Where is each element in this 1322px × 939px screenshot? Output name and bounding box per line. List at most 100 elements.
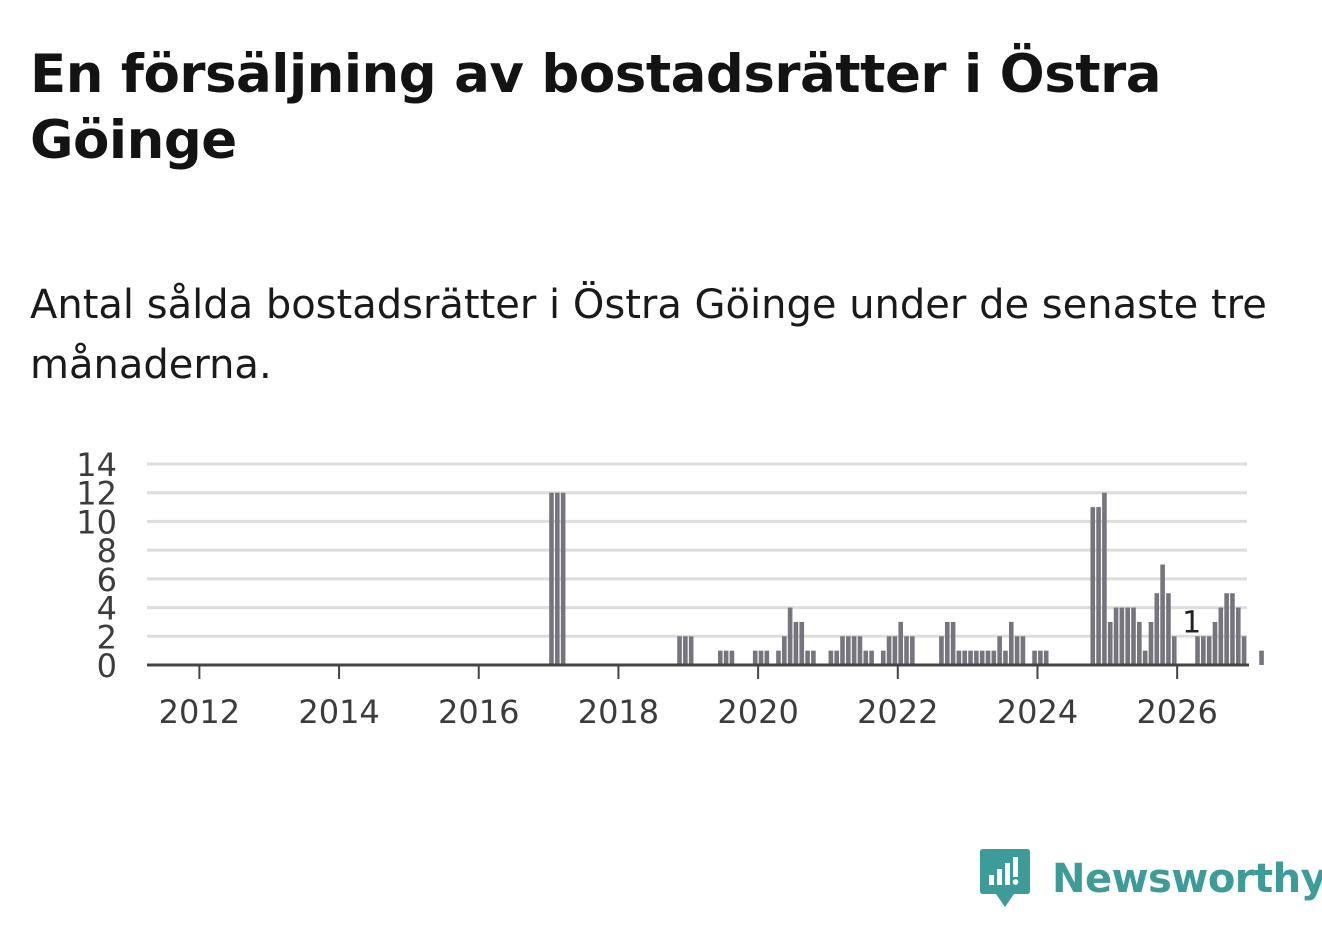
bar	[677, 636, 682, 665]
x-tick-label: 2024	[997, 693, 1078, 731]
bar	[1014, 636, 1020, 665]
bar	[805, 650, 810, 665]
x-tick-label: 2016	[438, 693, 519, 731]
bar	[886, 636, 892, 665]
bar	[1038, 650, 1043, 665]
y-tick-label: 4	[97, 590, 117, 628]
bar	[834, 650, 839, 665]
bar	[840, 636, 845, 665]
y-tick-label: 10	[76, 503, 117, 541]
bar	[956, 650, 962, 665]
bar	[828, 650, 834, 665]
bar	[1131, 607, 1136, 665]
bar	[1102, 492, 1107, 665]
bar	[1218, 607, 1224, 665]
chart-subtitle: Antal sålda bostadsrätter i Östra Göinge…	[30, 282, 1267, 388]
bar	[904, 636, 909, 665]
bar	[950, 621, 956, 665]
y-tick-label: 6	[97, 561, 117, 599]
bar	[1113, 607, 1119, 665]
bar	[1043, 650, 1049, 665]
bar	[1259, 650, 1264, 665]
gridlines	[147, 462, 1247, 638]
bar	[979, 650, 985, 665]
bar	[1235, 607, 1241, 665]
bar	[863, 650, 869, 665]
bar	[1096, 507, 1101, 665]
bar	[1003, 650, 1008, 665]
x-tick-label: 2026	[1136, 693, 1217, 731]
bar	[991, 650, 997, 665]
bar	[1125, 607, 1130, 665]
y-tick-label: 2	[97, 618, 117, 656]
bar	[811, 650, 816, 665]
bar	[1212, 621, 1218, 665]
bar	[892, 636, 898, 665]
bar	[555, 492, 560, 665]
bar	[869, 650, 874, 665]
bars	[549, 492, 1264, 665]
bar	[1224, 593, 1229, 665]
bar	[846, 636, 851, 665]
bar	[752, 650, 758, 665]
newsworthy-logo-icon	[980, 849, 1030, 907]
bar	[1020, 636, 1026, 665]
bar	[787, 607, 793, 665]
bar	[717, 650, 723, 665]
bar	[1230, 593, 1235, 665]
bar	[1154, 593, 1160, 665]
bar	[729, 650, 735, 665]
bar	[1171, 636, 1177, 665]
x-tick-label: 2014	[298, 693, 379, 731]
bar	[851, 636, 857, 665]
bar	[560, 492, 566, 665]
bar	[793, 621, 799, 665]
highlight-value-label: 1	[1182, 606, 1201, 641]
x-tick-label: 2018	[578, 693, 659, 731]
y-tick-label: 12	[76, 475, 117, 513]
bar	[857, 636, 863, 665]
bar	[1137, 621, 1142, 665]
bar	[997, 636, 1002, 665]
bar	[1160, 564, 1165, 665]
bar	[939, 636, 944, 665]
bar	[776, 650, 781, 665]
bar	[898, 621, 904, 665]
bar	[549, 492, 554, 665]
bar	[968, 650, 973, 665]
bar	[974, 650, 979, 665]
bar	[764, 650, 770, 665]
brand-name: Newsworthy	[1052, 856, 1322, 902]
bar	[683, 636, 688, 665]
bar	[1119, 607, 1125, 665]
y-tick-label: 14	[76, 446, 117, 484]
annotations: 1	[1182, 606, 1201, 641]
bar	[880, 650, 886, 665]
bar	[1107, 621, 1113, 665]
bar	[723, 650, 729, 665]
bar	[1090, 507, 1096, 665]
y-tick-label: 8	[97, 532, 117, 570]
bar	[799, 621, 805, 665]
bar	[944, 621, 950, 665]
bar	[1032, 650, 1037, 665]
bar	[910, 636, 915, 665]
bar	[1008, 621, 1014, 665]
bar	[1241, 636, 1247, 665]
bar	[985, 650, 991, 665]
y-tick-label: 0	[97, 647, 117, 685]
bar	[962, 650, 968, 665]
bar	[1166, 593, 1171, 665]
bar	[1195, 636, 1200, 665]
bar	[688, 636, 694, 665]
bar	[1201, 636, 1206, 665]
chart-title: En försäljning av bostadsrätter i Östra …	[30, 44, 1161, 171]
x-tick-label: 2022	[857, 693, 938, 731]
x-axis: 2012 2014 2016 2018 2020 2022 2024 2026	[147, 663, 1249, 731]
bar	[758, 650, 764, 665]
bar	[1142, 650, 1148, 665]
x-tick-label: 2020	[717, 693, 798, 731]
bar	[1206, 636, 1212, 665]
